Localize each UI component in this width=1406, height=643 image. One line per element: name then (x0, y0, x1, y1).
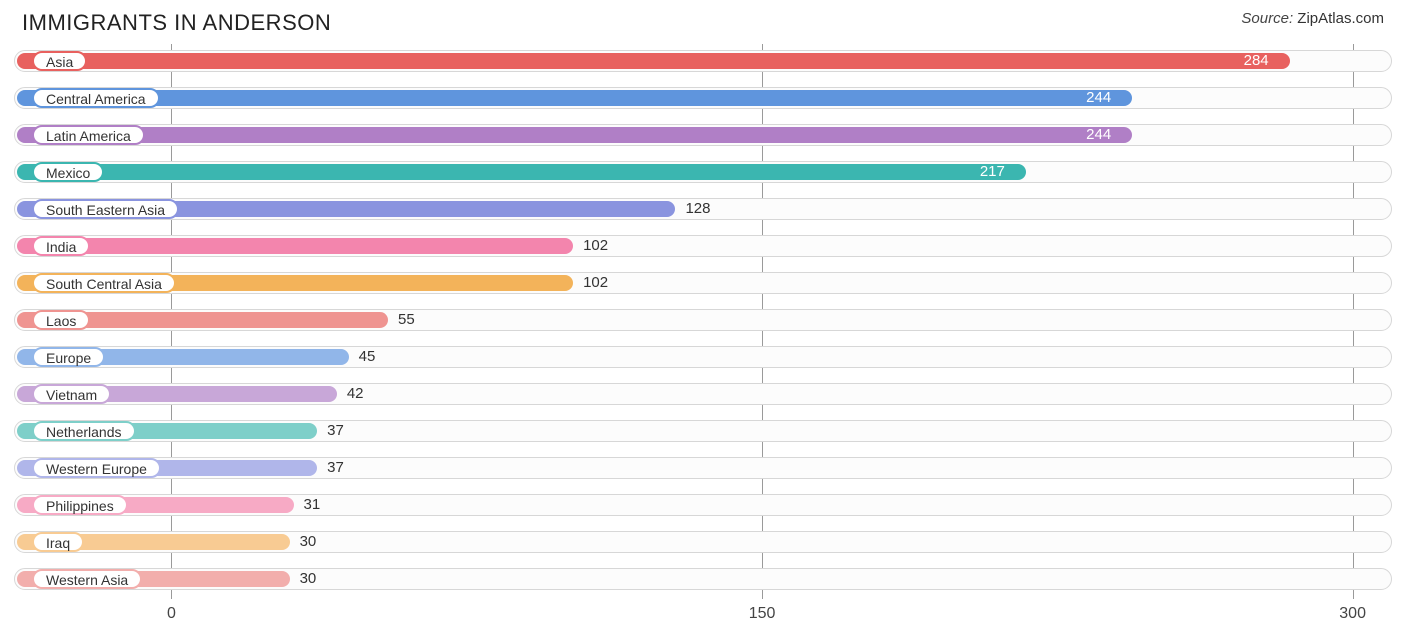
value-label: 244 (1086, 88, 1111, 108)
category-pill: Europe (32, 347, 105, 367)
category-pill: Mexico (32, 162, 104, 182)
value-label: 37 (327, 458, 344, 478)
value-label: 31 (304, 495, 321, 515)
bar-row: Netherlands 37 (14, 414, 1392, 448)
chart-title: IMMIGRANTS IN ANDERSON (22, 10, 331, 36)
bar (17, 164, 1026, 180)
bar-row: Iraq 30 (14, 525, 1392, 559)
category-pill: Netherlands (32, 421, 136, 441)
chart-source: Source: ZipAtlas.com (1241, 10, 1384, 27)
value-label: 128 (685, 199, 710, 219)
chart-area: Asia 284 Central America 244 Latin America 24… (0, 44, 1406, 629)
bar-row: Europe 45 (14, 340, 1392, 374)
value-label: 37 (327, 421, 344, 441)
category-pill: Laos (32, 310, 90, 330)
category-pill: Vietnam (32, 384, 111, 404)
value-label: 30 (300, 532, 317, 552)
category-pill: Asia (32, 51, 87, 71)
bar-row: Western Asia 30 (14, 562, 1392, 596)
x-axis: 0 150 300 (14, 601, 1392, 629)
value-label: 244 (1086, 125, 1111, 145)
category-pill: Latin America (32, 125, 145, 145)
value-label: 45 (359, 347, 376, 367)
bar-row: Vietnam 42 (14, 377, 1392, 411)
bar-row: Latin America 244 (14, 118, 1392, 152)
bar-row: Asia 284 (14, 44, 1392, 78)
value-label: 42 (347, 384, 364, 404)
category-pill: South Eastern Asia (32, 199, 179, 219)
bar-row: Central America 244 (14, 81, 1392, 115)
bar-row: Western Europe 37 (14, 451, 1392, 485)
axis-tick-label: 150 (749, 605, 776, 623)
source-label: Source: (1241, 10, 1293, 27)
bar-row: South Eastern Asia 128 (14, 192, 1392, 226)
category-pill: Central America (32, 88, 160, 108)
bar-row: Laos 55 (14, 303, 1392, 337)
value-label: 30 (300, 569, 317, 589)
bar (17, 127, 1132, 143)
category-pill: South Central Asia (32, 273, 176, 293)
bar-row: South Central Asia 102 (14, 266, 1392, 300)
axis-tick-label: 0 (167, 605, 176, 623)
chart-header: IMMIGRANTS IN ANDERSON Source: ZipAtlas.… (0, 0, 1406, 44)
bar-row: India 102 (14, 229, 1392, 263)
source-value: ZipAtlas.com (1297, 10, 1384, 27)
bar-row: Mexico 217 (14, 155, 1392, 189)
axis-tick-label: 300 (1339, 605, 1366, 623)
chart-plot: Asia 284 Central America 244 Latin America 24… (14, 44, 1392, 599)
value-label: 102 (583, 273, 608, 293)
category-pill: Western Europe (32, 458, 161, 478)
bar (17, 238, 573, 254)
bar-row: Philippines 31 (14, 488, 1392, 522)
bar (17, 90, 1132, 106)
category-pill: Philippines (32, 495, 128, 515)
value-label: 55 (398, 310, 415, 330)
bar (17, 53, 1290, 69)
value-label: 102 (583, 236, 608, 256)
category-pill: Iraq (32, 532, 84, 552)
category-pill: India (32, 236, 90, 256)
value-label: 284 (1244, 51, 1269, 71)
value-label: 217 (980, 162, 1005, 182)
category-pill: Western Asia (32, 569, 142, 589)
